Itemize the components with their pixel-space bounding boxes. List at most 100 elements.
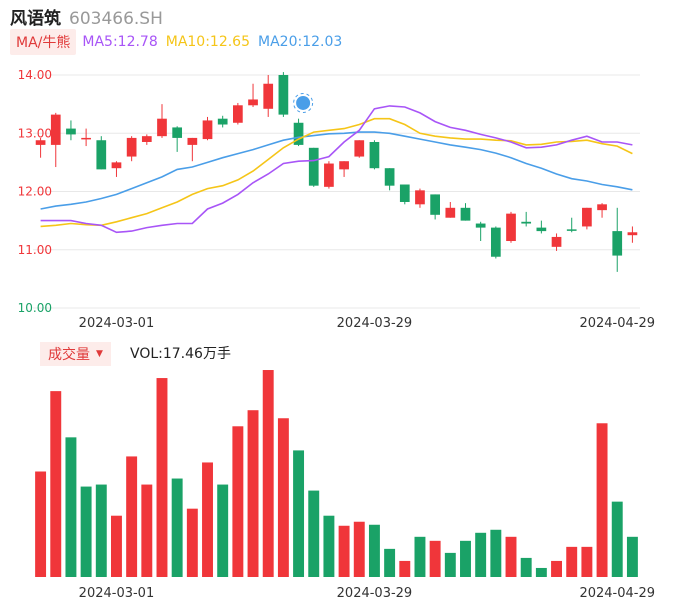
- candle-body: [551, 236, 562, 247]
- stock-header: 风语筑 603466.SH: [10, 4, 163, 29]
- ma-indicator-tab[interactable]: MA/牛熊: [10, 29, 77, 55]
- candle-body: [293, 122, 304, 145]
- volume-bar: [323, 515, 335, 577]
- volume-bar: [581, 546, 593, 577]
- volume-bar: [110, 515, 122, 577]
- volume-bar: [308, 490, 320, 577]
- volume-bar: [475, 532, 487, 577]
- candle-body: [308, 147, 319, 186]
- ma10-value: MA10:12.65: [165, 34, 251, 50]
- volume-bar: [429, 540, 441, 577]
- caret-down-icon: ▼: [96, 349, 103, 359]
- volume-value: VOL:17.46万手: [130, 346, 231, 362]
- candle-body: [263, 83, 274, 109]
- volume-bar: [202, 462, 213, 577]
- volume-bar: [444, 552, 456, 577]
- candle-body: [66, 128, 76, 135]
- volume-bar: [186, 508, 198, 577]
- candle-body: [475, 223, 486, 228]
- volume-bar: [384, 548, 396, 577]
- volume-bar: [80, 486, 92, 577]
- candle-body: [490, 227, 501, 257]
- candle-body: [627, 232, 638, 236]
- volume-bar: [217, 484, 229, 577]
- volume-date-axis-label: 2024-03-01: [79, 586, 155, 601]
- candle-body: [50, 114, 61, 145]
- date-axis-label: 2024-03-29: [337, 316, 413, 330]
- volume-bar: [460, 540, 471, 577]
- volume-indicator-tab[interactable]: 成交量 ▼: [40, 342, 111, 366]
- event-marker-icon: [296, 95, 311, 110]
- date-axis-label: 2024-03-01: [79, 316, 155, 330]
- volume-bar: [399, 560, 411, 577]
- candle-body: [81, 137, 91, 140]
- volume-bar: [611, 501, 623, 577]
- price-tick-label: 12.00: [18, 185, 52, 199]
- candle-body: [187, 137, 198, 145]
- volume-bar: [490, 529, 502, 577]
- volume-bar: [535, 567, 547, 577]
- volume-bar: [551, 560, 563, 577]
- stock-name: 风语筑: [10, 9, 61, 29]
- ma-legend-bar: MA/牛熊 MA5:12.78 MA10:12.65 MA20:12.03: [10, 29, 350, 55]
- ma5-value: MA5:12.78: [82, 34, 158, 50]
- ma5-line: [40, 105, 633, 234]
- candle-body: [96, 140, 107, 170]
- candle-body: [172, 127, 183, 138]
- candle-body: [278, 75, 289, 115]
- price-tick-label: 13.00: [18, 126, 52, 140]
- candle-body: [399, 184, 410, 202]
- volume-bar: [277, 418, 289, 577]
- volume-bar: [626, 536, 638, 577]
- price-tick-label: 14.00: [18, 68, 52, 82]
- candle-body: [521, 221, 532, 224]
- volume-date-axis-label: 2024-04-29: [579, 586, 655, 601]
- volume-bar: [293, 450, 305, 577]
- volume-bar: [596, 423, 608, 577]
- candle-body: [430, 194, 440, 215]
- price-tick-label: 11.00: [18, 243, 52, 257]
- event-marker-ring: [293, 92, 314, 113]
- ma20-line: [40, 131, 633, 210]
- candle-body: [582, 207, 592, 227]
- candle-body: [506, 213, 516, 242]
- volume-bar: [232, 426, 244, 577]
- volume-bar: [156, 378, 168, 577]
- volume-tab-label: 成交量: [48, 347, 90, 363]
- candle-body: [384, 168, 395, 186]
- candle-body: [566, 229, 577, 231]
- volume-bar: [520, 557, 532, 577]
- candle-body: [248, 99, 258, 106]
- candle-body: [233, 105, 243, 123]
- volume-bar: [505, 536, 517, 577]
- volume-bar: [368, 524, 380, 577]
- volume-bar: [65, 437, 77, 577]
- volume-bar: [50, 391, 62, 577]
- candle-body: [217, 118, 228, 125]
- volume-bar: [247, 410, 259, 577]
- volume-bar: [262, 370, 274, 577]
- candle-body: [415, 190, 425, 205]
- date-axis-label: 2024-04-29: [579, 316, 655, 330]
- volume-bar: [171, 478, 183, 577]
- candlestick-chart[interactable]: 14.00 13.00 12.00 11.00 10.00 2024-03-01 2024-…: [0, 0, 686, 330]
- candle-body: [126, 137, 137, 157]
- candle-body: [339, 161, 349, 170]
- candle-body: [111, 162, 122, 169]
- candle-body: [141, 136, 152, 142]
- volume-bar: [566, 546, 578, 577]
- candle-body: [354, 140, 365, 157]
- candle-body: [536, 227, 547, 232]
- candle-body: [460, 207, 471, 221]
- candle-body: [202, 120, 213, 140]
- volume-bar: [141, 484, 153, 577]
- volume-chart[interactable]: 2024-03-01 2024-03-29 2024-04-29: [0, 366, 686, 606]
- volume-bar: [35, 471, 47, 577]
- volume-bar: [353, 521, 365, 577]
- price-tick-label: 10.00: [18, 301, 52, 315]
- candle-body: [369, 141, 380, 169]
- ma10-line: [40, 117, 633, 228]
- candle-body: [597, 204, 607, 211]
- volume-date-axis-label: 2024-03-29: [337, 586, 413, 601]
- volume-bar: [95, 484, 107, 577]
